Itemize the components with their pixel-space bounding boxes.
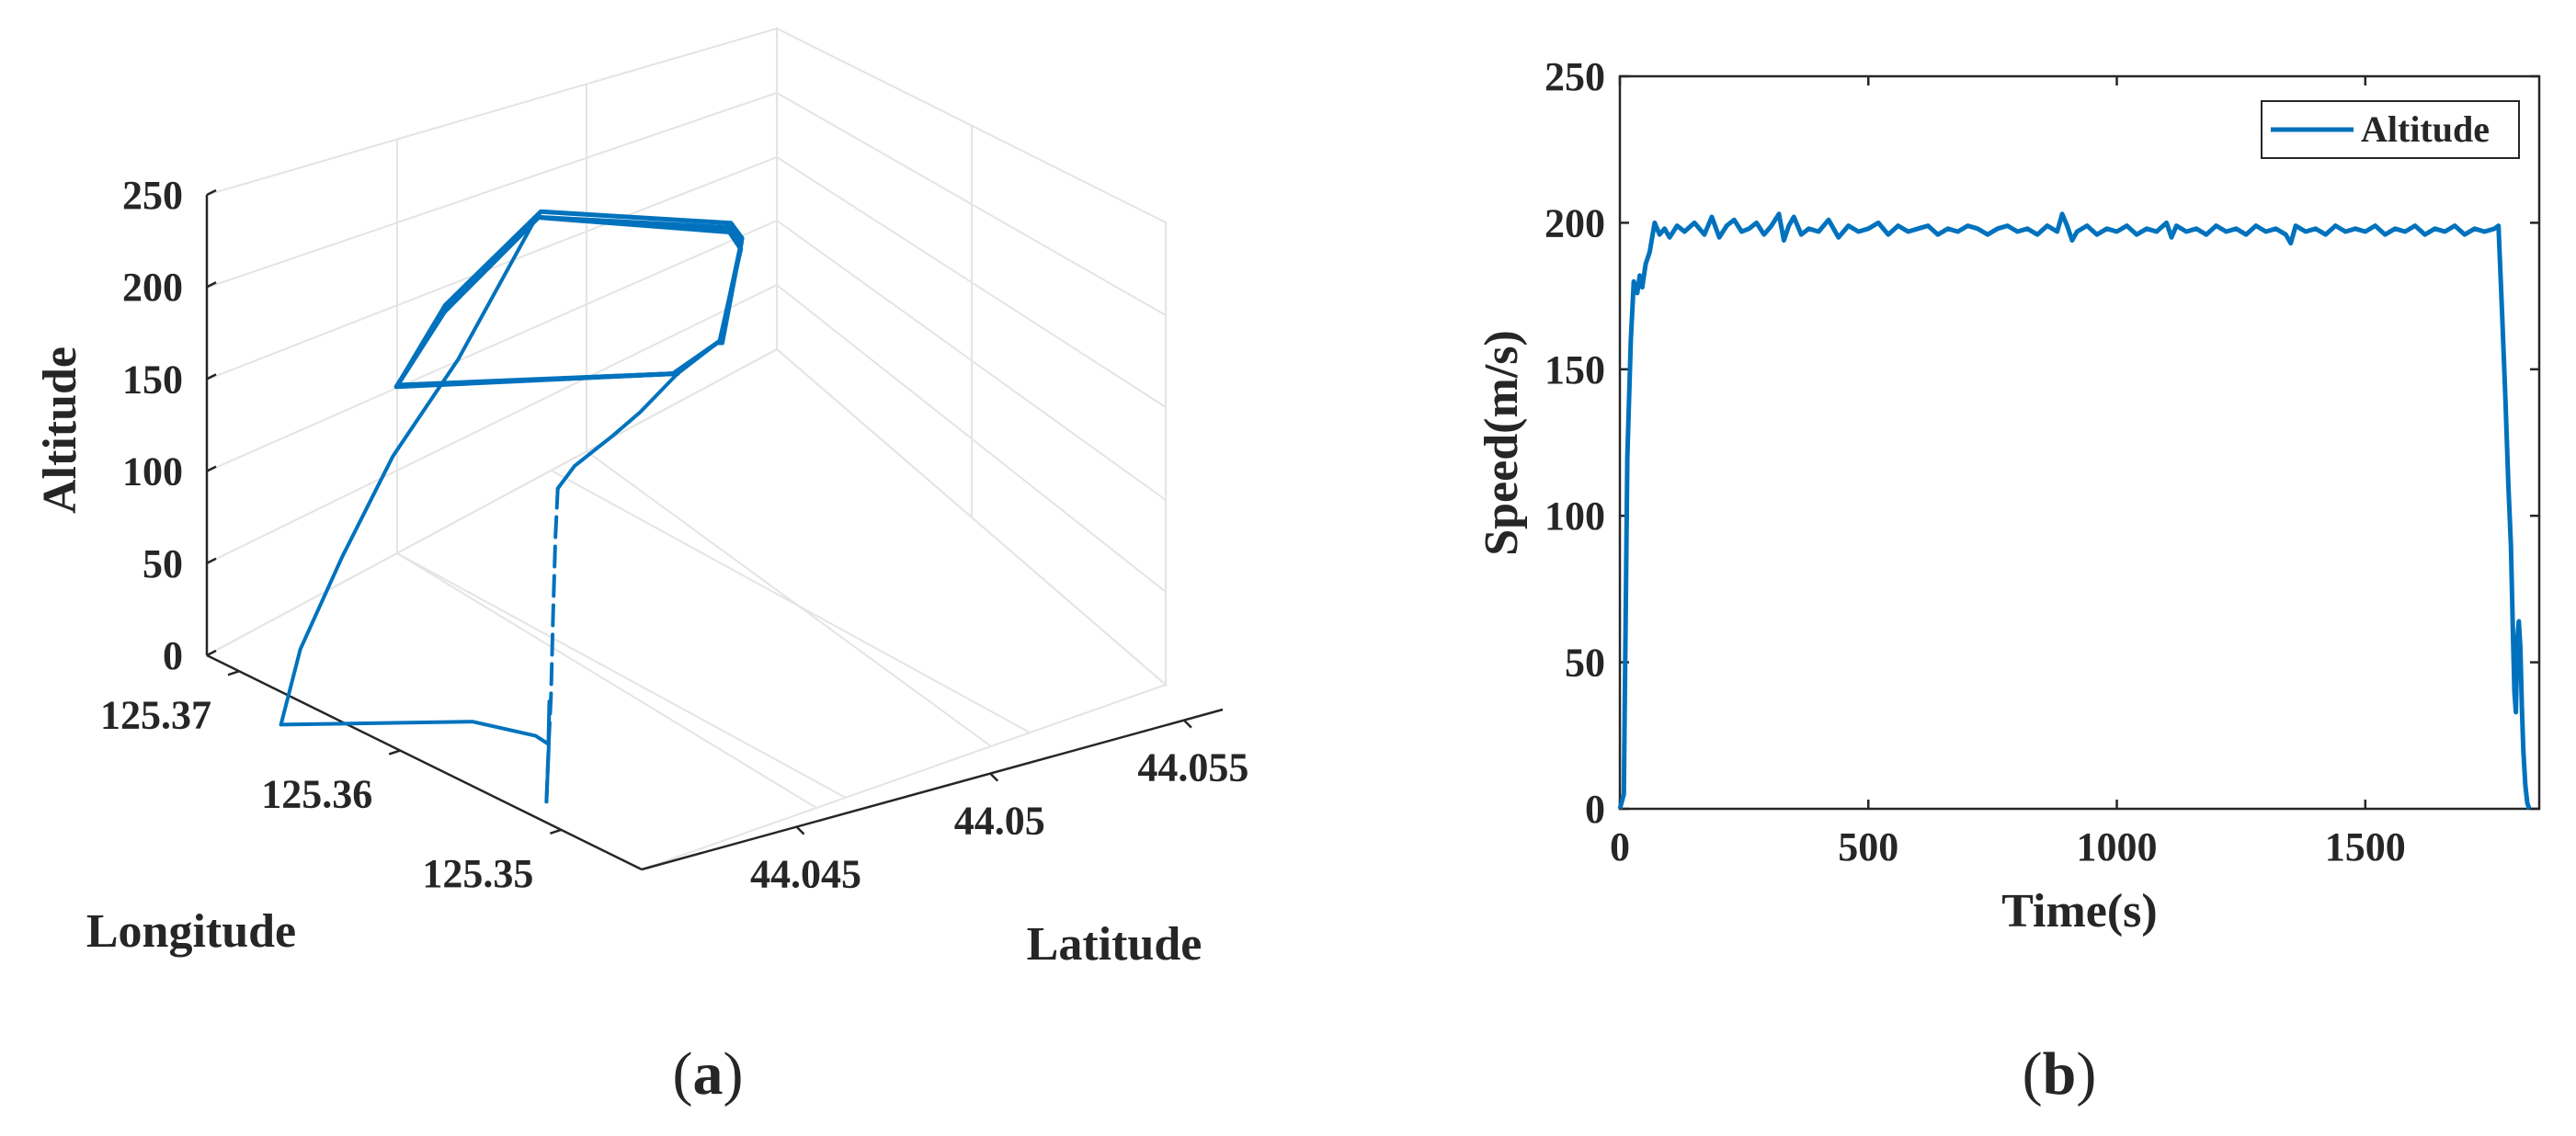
altitude-tick-mark: [206, 373, 217, 381]
altitude-tick-mark: [206, 465, 217, 472]
altitude-tick-label: 200: [122, 265, 183, 310]
time-axis-label: Time(s): [2001, 885, 2157, 937]
panel-b-letter: b: [2043, 1040, 2077, 1108]
legend-label: Altitude: [2361, 108, 2490, 150]
longitude-tick-mark: [227, 670, 240, 676]
longitude-axis-line: [206, 653, 643, 871]
series-line-altitude: [1617, 211, 2532, 810]
trajectory-climb-turn: [555, 339, 722, 491]
panel-a-grid: [204, 27, 1168, 871]
latitude-tick-mark: [1182, 719, 1192, 729]
altitude-tick-mark: [206, 188, 217, 197]
latitude-axis-label: Latitude: [1027, 918, 1203, 971]
altitude-tick-label: 0: [163, 633, 183, 678]
panel-b-label: (b): [2023, 1040, 2097, 1108]
altitude-tick-mark: [206, 557, 217, 564]
y-tick-label: 200: [1544, 200, 1605, 245]
latitude-tick-label: 44.045: [750, 852, 861, 897]
y-tick-label: 250: [1544, 54, 1605, 99]
panel-a-letter: a: [693, 1040, 724, 1108]
panel-a-open-paren: (: [673, 1040, 693, 1108]
altitude-axis-label: Altitude: [34, 346, 86, 514]
trajectory-loop-3: [395, 209, 745, 388]
altitude-tick-mark: [206, 281, 217, 289]
altitude-tick-mark: [206, 649, 217, 657]
altitude-tick-label: 250: [122, 173, 183, 218]
altitude-tick-label: 150: [122, 357, 183, 402]
panel-b-open-paren: (: [2023, 1040, 2043, 1108]
panel-b-close-paren: ): [2076, 1040, 2096, 1108]
x-tick-label: 0: [1610, 824, 1630, 869]
panel-a-3d-chart: 0 50 100 150 200 250 125.37 125.36 125.35 44.045 4…: [34, 27, 1248, 1108]
altitude-tick-label: 50: [142, 541, 183, 586]
longitude-tick-label: 125.36: [261, 772, 372, 817]
y-tick-label: 0: [1585, 787, 1605, 832]
x-tick-label: 1000: [2077, 824, 2158, 869]
panel-a-label: (a): [673, 1040, 744, 1108]
x-tick-label: 500: [1838, 824, 1898, 869]
y-tick-label: 50: [1565, 641, 1605, 686]
y-tick-label: 150: [1544, 347, 1605, 392]
panel-a-ticks: 0 50 100 150 200 250 125.37 125.36 125.35 44.045 4…: [100, 173, 1248, 897]
latitude-axis-line: [641, 708, 1224, 871]
latitude-tick-label: 44.055: [1137, 745, 1248, 790]
longitude-tick-label: 125.35: [422, 851, 533, 896]
x-tick-label: 1500: [2325, 824, 2406, 869]
panel-b-line-chart: 0 500 1000 1500 0 50 100 150 200 250 Altitude Tim…: [1476, 54, 2541, 1108]
speed-axis-label: Speed(m/s): [1476, 330, 1528, 556]
y-tick-label: 100: [1544, 494, 1605, 539]
panel-a-trajectory: [279, 209, 745, 804]
longitude-tick-label: 125.37: [100, 692, 211, 737]
latitude-tick-mark: [795, 825, 805, 835]
plot-area-frame: [1618, 74, 2541, 811]
longitude-tick-mark: [550, 828, 562, 835]
panel-b-series: [1617, 211, 2532, 810]
trajectory-descent: [279, 215, 552, 804]
latitude-tick-label: 44.05: [954, 799, 1045, 844]
legend: Altitude: [2261, 100, 2520, 159]
latitude-tick-mark: [989, 772, 999, 782]
panel-a-axes: [205, 195, 1224, 871]
panel-b-ticks: 0 500 1000 1500 0 50 100 150 200 250: [1544, 54, 2539, 869]
longitude-axis-label: Longitude: [86, 905, 296, 958]
longitude-tick-mark: [388, 749, 401, 755]
altitude-tick-label: 100: [122, 449, 183, 494]
panel-a-close-paren: ): [724, 1040, 744, 1108]
